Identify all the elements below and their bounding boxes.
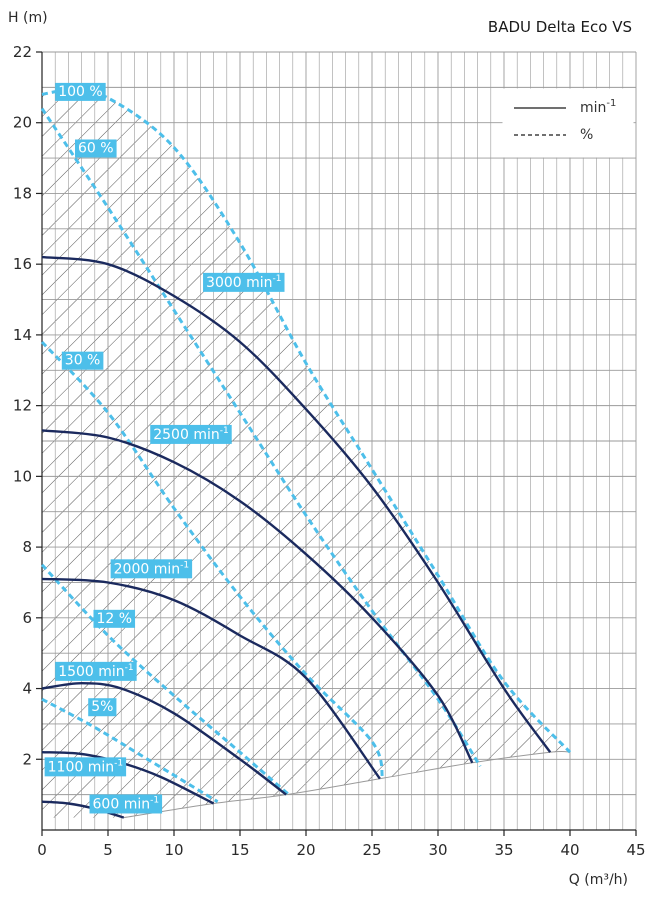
speed-curve-line [41,800,125,819]
x-tick-label: 25 [362,841,381,859]
curve-label-background [93,609,136,628]
x-tick-label: 40 [560,841,579,859]
y-tick-label: 10 [13,467,32,485]
efficiency-curves [40,89,572,803]
curve-label-text: 600 min-1 [93,795,160,812]
legend-label-efficiency: % [580,127,593,143]
x-tick-label: 20 [296,841,315,859]
curve-label-text: 12 % [96,611,132,627]
y-tick-label: 18 [13,184,32,202]
x-tick-label: 35 [494,841,513,859]
efficiency-label: 30 % [61,351,104,370]
curve-label-text: 1500 min-1 [58,663,133,680]
efficiency-curve-line [40,563,290,796]
y-axis-title: H (m) [8,10,48,26]
speed-label: 2000 min-1 [110,559,193,579]
curve-label-background [89,794,163,814]
speed-curve-line [41,255,552,753]
chart-title: BADU Delta Eco VS [488,18,632,36]
curve-label-text: 2000 min-1 [114,560,189,577]
legend: min-1 % [502,88,634,158]
curve-label-background [75,139,117,158]
efficiency-curve-line [41,697,219,803]
efficiency-label: 12 % [93,609,136,628]
curve-label-text: 60 % [78,140,114,156]
x-tick-label: 5 [103,841,113,859]
curve-label-background [203,272,285,292]
speed-label: 1100 min-1 [44,757,127,777]
y-tick-label: 6 [22,609,32,627]
curve-label-text: 5% [91,699,113,715]
curve-label-text: 2500 min-1 [153,426,228,443]
curve-label-background [44,757,127,777]
x-tick-label: 0 [37,841,47,859]
curve-label-background [150,424,232,444]
curve-label-text: 30 % [65,353,101,369]
speed-curve-line [41,681,287,796]
speed-curves [41,255,552,819]
curve-label-background [110,559,193,579]
curve-label-text: 100 % [58,84,102,100]
speed-curve-line [41,429,474,764]
y-tick-label: 2 [22,750,32,768]
y-tick-label: 12 [13,397,32,415]
curve-label-text: 3000 min-1 [206,274,281,291]
curve-label-background [88,698,117,717]
efficiency-curve-line [40,340,385,780]
curve-label-background [55,661,137,681]
x-tick-label: 10 [164,841,183,859]
y-tick-label: 14 [13,326,32,344]
curve-label-background [61,351,104,370]
speed-label: 2500 min-1 [150,424,232,444]
efficiency-label: 100 % [55,82,106,101]
curve-labels: 100 % 60 % 30 % 12 % 5% 3000 min-1 2500 min-1 2… [44,82,285,814]
y-tick-label: 20 [13,114,32,132]
x-tick-label: 45 [626,841,645,859]
speed-label: 3000 min-1 [203,272,285,292]
speed-curve-line [41,577,381,780]
speed-label: 1500 min-1 [55,661,137,681]
efficiency-curve-line [40,107,482,768]
x-tick-label: 30 [428,841,447,859]
efficiency-label: 60 % [75,139,117,158]
legend-label-speed: min-1 [580,98,616,116]
efficiency-label: 5% [88,698,117,717]
y-tick-label: 8 [22,538,32,556]
y-tick-label: 4 [22,680,32,698]
curve-label-background [55,82,106,101]
x-tick-label: 15 [230,841,249,859]
speed-label: 600 min-1 [89,794,163,814]
legend-box [502,88,634,158]
y-tick-label: 16 [13,255,32,273]
curve-label-text: 1100 min-1 [48,758,123,775]
y-tick-label: 22 [13,43,32,61]
x-axis-title: Q (m³/h) [569,872,628,888]
